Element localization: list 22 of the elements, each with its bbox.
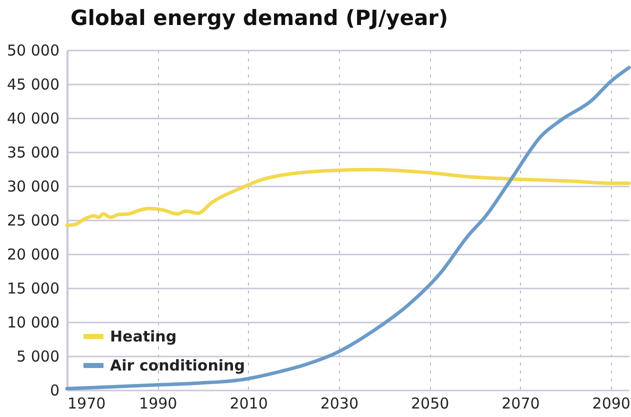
y-tick-label: 10 000: [7, 314, 60, 332]
line-series: [65, 168, 631, 228]
x-tick-label: 2070: [502, 394, 540, 412]
y-tick-label: 15 000: [7, 280, 60, 298]
y-tick-label: 20 000: [7, 246, 60, 264]
legend-label: Heating: [110, 328, 177, 346]
y-tick-label: 40 000: [7, 110, 60, 128]
y-tick-label: 50 000: [7, 42, 60, 60]
x-tick-label: 2010: [230, 394, 268, 412]
chart-title: Global energy demand (PJ/year): [70, 6, 448, 30]
legend-label: Air conditioning: [110, 356, 245, 374]
y-tick-label: 35 000: [7, 144, 60, 162]
y-tick-label: 30 000: [7, 178, 60, 196]
x-tick-label: 2050: [410, 394, 450, 412]
y-tick-label: 0: [50, 382, 60, 400]
y-tick-label: 25 000: [7, 212, 60, 230]
x-tick-label: 1970: [68, 394, 106, 412]
x-tick-label: 2030: [320, 394, 359, 412]
y-tick-label: 5 000: [16, 348, 60, 366]
x-tick-label: 1990: [139, 394, 178, 412]
x-tick-label: 2090: [592, 394, 630, 412]
y-tick-label: 45 000: [7, 76, 60, 94]
